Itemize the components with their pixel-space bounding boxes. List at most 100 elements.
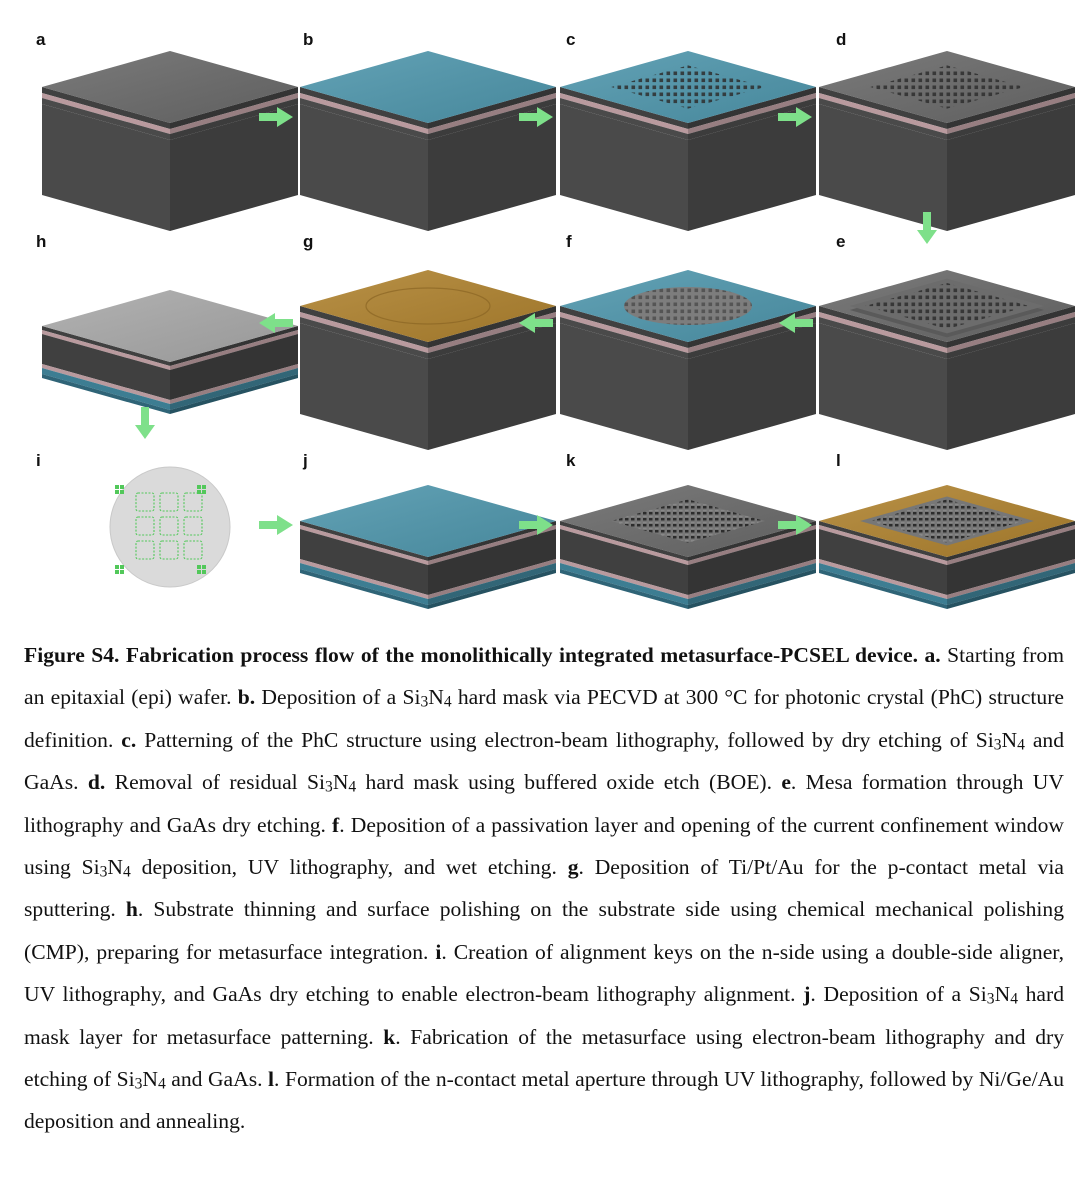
- side-layer: [170, 87, 298, 129]
- side-layer: [42, 334, 170, 400]
- side-layer: [300, 525, 428, 565]
- side-layer: [428, 521, 556, 561]
- device-outline: [183, 516, 203, 536]
- side-layer: [819, 569, 947, 609]
- panel-label: a: [36, 30, 46, 49]
- caption-bold-segment: f: [332, 812, 340, 837]
- side-layer: [688, 563, 816, 605]
- panel-i: i: [36, 451, 231, 588]
- side-layer: [947, 563, 1075, 605]
- side-layer: [947, 93, 1075, 134]
- side-layer: [560, 98, 688, 140]
- side-layer: [428, 87, 556, 129]
- panel-label: b: [303, 30, 313, 49]
- caption-text-segment: N: [332, 770, 349, 795]
- phc-pattern: [611, 65, 765, 109]
- side-layer: [947, 559, 1075, 599]
- side-layer: [947, 306, 1075, 348]
- panel-label: d: [836, 30, 846, 49]
- caption-bold-segment: i: [435, 939, 442, 964]
- side-layer: [300, 323, 428, 450]
- panel-c: c: [560, 30, 816, 231]
- side-layer: [170, 368, 298, 410]
- device-outline: [159, 492, 179, 512]
- flow-arrow: [259, 107, 293, 127]
- metasurface: [611, 499, 765, 543]
- alignment-key: [197, 565, 201, 569]
- caption-text-segment: hard mask via PECVD at 300 °C for photon…: [24, 685, 1064, 752]
- process-flow-figure: a b c d e f g h i j k l: [36, 30, 1075, 609]
- side-layer: [819, 317, 947, 359]
- alignment-key: [202, 490, 206, 494]
- side-layer: [560, 87, 688, 129]
- caption-subscript: 3: [134, 1075, 143, 1093]
- side-layer: [688, 87, 816, 129]
- side-layer: [42, 98, 170, 140]
- side-layer: [560, 312, 688, 353]
- panel-label: i: [36, 451, 41, 470]
- panel-label: k: [566, 451, 576, 470]
- side-layer: [560, 306, 688, 348]
- caption-text-segment: Patterning of the PhC structure using el…: [136, 727, 994, 752]
- panel-a: a: [36, 30, 298, 231]
- side-layer: [819, 312, 947, 353]
- side-layer: [819, 87, 947, 129]
- alignment-key: [202, 565, 206, 569]
- flow-arrow: [135, 407, 155, 439]
- panel-label: h: [36, 232, 46, 251]
- alignment-key: [197, 570, 201, 574]
- caption-text-segment: . Deposition of Ti/Pt/Au for the p-conta…: [24, 855, 1064, 922]
- side-layer: [42, 364, 170, 404]
- alignment-key: [197, 490, 201, 494]
- caption-bold-segment: j: [803, 982, 811, 1007]
- alignment-key: [120, 485, 124, 489]
- side-layer: [42, 374, 170, 414]
- side-layer: [300, 98, 428, 140]
- panel-g: g: [300, 232, 556, 450]
- panel-label: g: [303, 232, 313, 251]
- side-layer: [688, 306, 816, 348]
- flow-arrow: [519, 107, 553, 127]
- side-layer: [819, 521, 947, 561]
- caption-text-segment: . Fabrication of the metasurface using e…: [24, 1024, 1064, 1092]
- caption-text-segment: hard mask layer for metasurface patterni…: [24, 982, 1064, 1049]
- alignment-key: [202, 570, 206, 574]
- caption-subscript: 4: [1010, 990, 1018, 1008]
- side-layer: [170, 104, 298, 231]
- side-layer: [428, 306, 556, 348]
- side-layer: [300, 569, 428, 609]
- side-layer: [428, 104, 556, 231]
- caption-bold-segment: g: [567, 855, 579, 880]
- side-layer: [688, 98, 816, 140]
- panel-label: l: [836, 451, 841, 470]
- side-layer: [428, 563, 556, 605]
- side-layer: [170, 93, 298, 134]
- caption-text-segment: . Formation of the n-contact metal apert…: [24, 1067, 1064, 1134]
- side-layer: [428, 317, 556, 359]
- alignment-key: [115, 565, 119, 569]
- side-layer: [300, 521, 428, 561]
- side-layer: [560, 525, 688, 565]
- caption-text-segment: and GaAs.: [24, 727, 1064, 795]
- metasurface: [870, 499, 1024, 543]
- side-layer: [170, 364, 298, 404]
- caption-subscript: 4: [348, 778, 357, 796]
- caption-subscript: 3: [420, 693, 429, 711]
- flow-arrow: [778, 515, 812, 535]
- flow-arrow: [519, 515, 553, 535]
- phc-pattern: [870, 65, 1024, 109]
- side-layer: [947, 323, 1075, 450]
- side-layer: [688, 569, 816, 609]
- alignment-key: [120, 570, 124, 574]
- alignment-key: [202, 485, 206, 489]
- panel-label: e: [836, 232, 845, 251]
- caption-subscript: 3: [99, 863, 108, 881]
- side-layer: [819, 93, 947, 134]
- side-layer: [300, 104, 428, 231]
- alignment-key: [115, 490, 119, 494]
- side-layer: [428, 98, 556, 140]
- caption-text-segment: N: [1001, 727, 1018, 752]
- wafer: [109, 466, 231, 588]
- device-outline: [159, 540, 179, 560]
- caption-text-segment: N: [142, 1067, 158, 1092]
